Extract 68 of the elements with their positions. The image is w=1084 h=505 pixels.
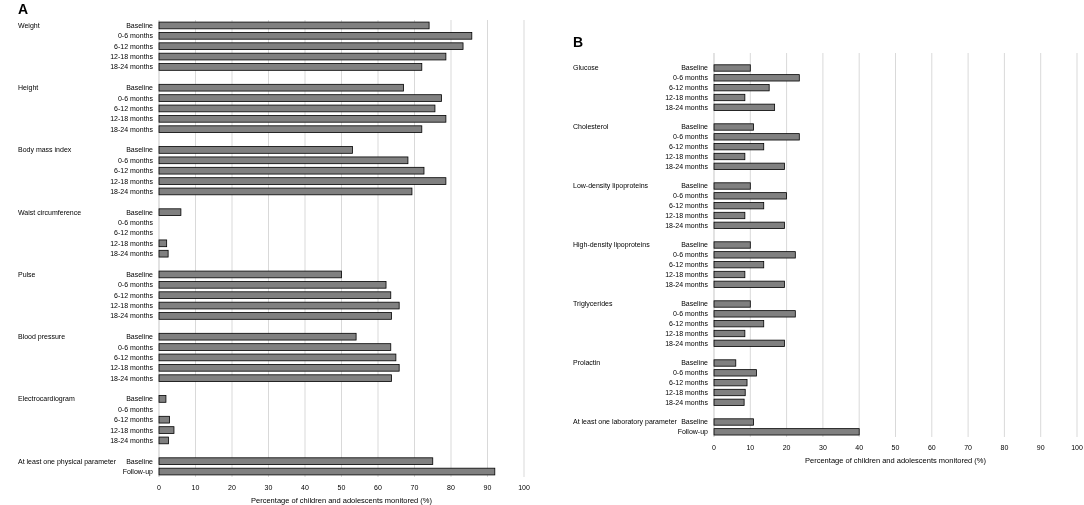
- text: A: [18, 1, 29, 17]
- bar: [158, 32, 473, 40]
- bar: [713, 428, 860, 436]
- bar: [713, 192, 787, 200]
- bar: [158, 146, 353, 154]
- bar: [713, 64, 751, 72]
- bar: [158, 312, 392, 320]
- bar: [713, 202, 765, 210]
- bar: [158, 467, 496, 476]
- bar: [713, 162, 785, 170]
- bar: [158, 239, 168, 248]
- bar: [158, 332, 357, 341]
- bar: [713, 251, 796, 259]
- bar: [713, 388, 746, 397]
- bar: [158, 125, 423, 133]
- bar: [158, 457, 434, 465]
- bar: [713, 182, 751, 190]
- bar: [713, 103, 776, 111]
- bar: [158, 63, 423, 71]
- bar: [713, 143, 765, 151]
- bar: [713, 152, 746, 161]
- bar: [713, 418, 754, 426]
- bar: [713, 84, 770, 92]
- bar: [158, 281, 387, 289]
- bar: [713, 369, 757, 377]
- bar: [158, 364, 400, 372]
- bar: [713, 241, 751, 249]
- bar: [713, 339, 785, 347]
- bar: [713, 398, 745, 406]
- bar: [713, 221, 785, 229]
- bar: [713, 379, 748, 387]
- bar: [158, 301, 400, 310]
- bar: [158, 426, 175, 434]
- bar: [158, 436, 169, 445]
- bar: [158, 395, 167, 403]
- bar: [158, 177, 447, 185]
- bar: [713, 270, 746, 279]
- text: B: [573, 34, 584, 50]
- bar: [713, 74, 800, 82]
- bar: [158, 415, 170, 424]
- bar: [158, 187, 413, 196]
- bar: [158, 208, 182, 216]
- bar: [158, 42, 464, 50]
- bar: [713, 211, 746, 220]
- bar: [158, 156, 409, 165]
- bar: [158, 94, 442, 102]
- bar: [713, 133, 800, 141]
- bar: [713, 359, 737, 367]
- bar: [713, 320, 765, 328]
- bar: [158, 166, 425, 175]
- bar: [713, 310, 796, 318]
- bar: [713, 261, 765, 269]
- bar: [158, 270, 342, 279]
- bar: [158, 374, 392, 382]
- bar: [713, 300, 751, 308]
- bar: [158, 353, 397, 362]
- bar: [158, 291, 392, 299]
- bar: [713, 329, 746, 338]
- bar: [158, 83, 404, 92]
- bar: [158, 52, 447, 61]
- bar: [158, 104, 436, 113]
- bar: [713, 93, 746, 102]
- bar: [158, 249, 169, 258]
- bar: [158, 115, 447, 123]
- bar: [158, 21, 430, 30]
- bar: [713, 280, 785, 288]
- bar: [713, 123, 754, 131]
- bar: [158, 343, 392, 351]
